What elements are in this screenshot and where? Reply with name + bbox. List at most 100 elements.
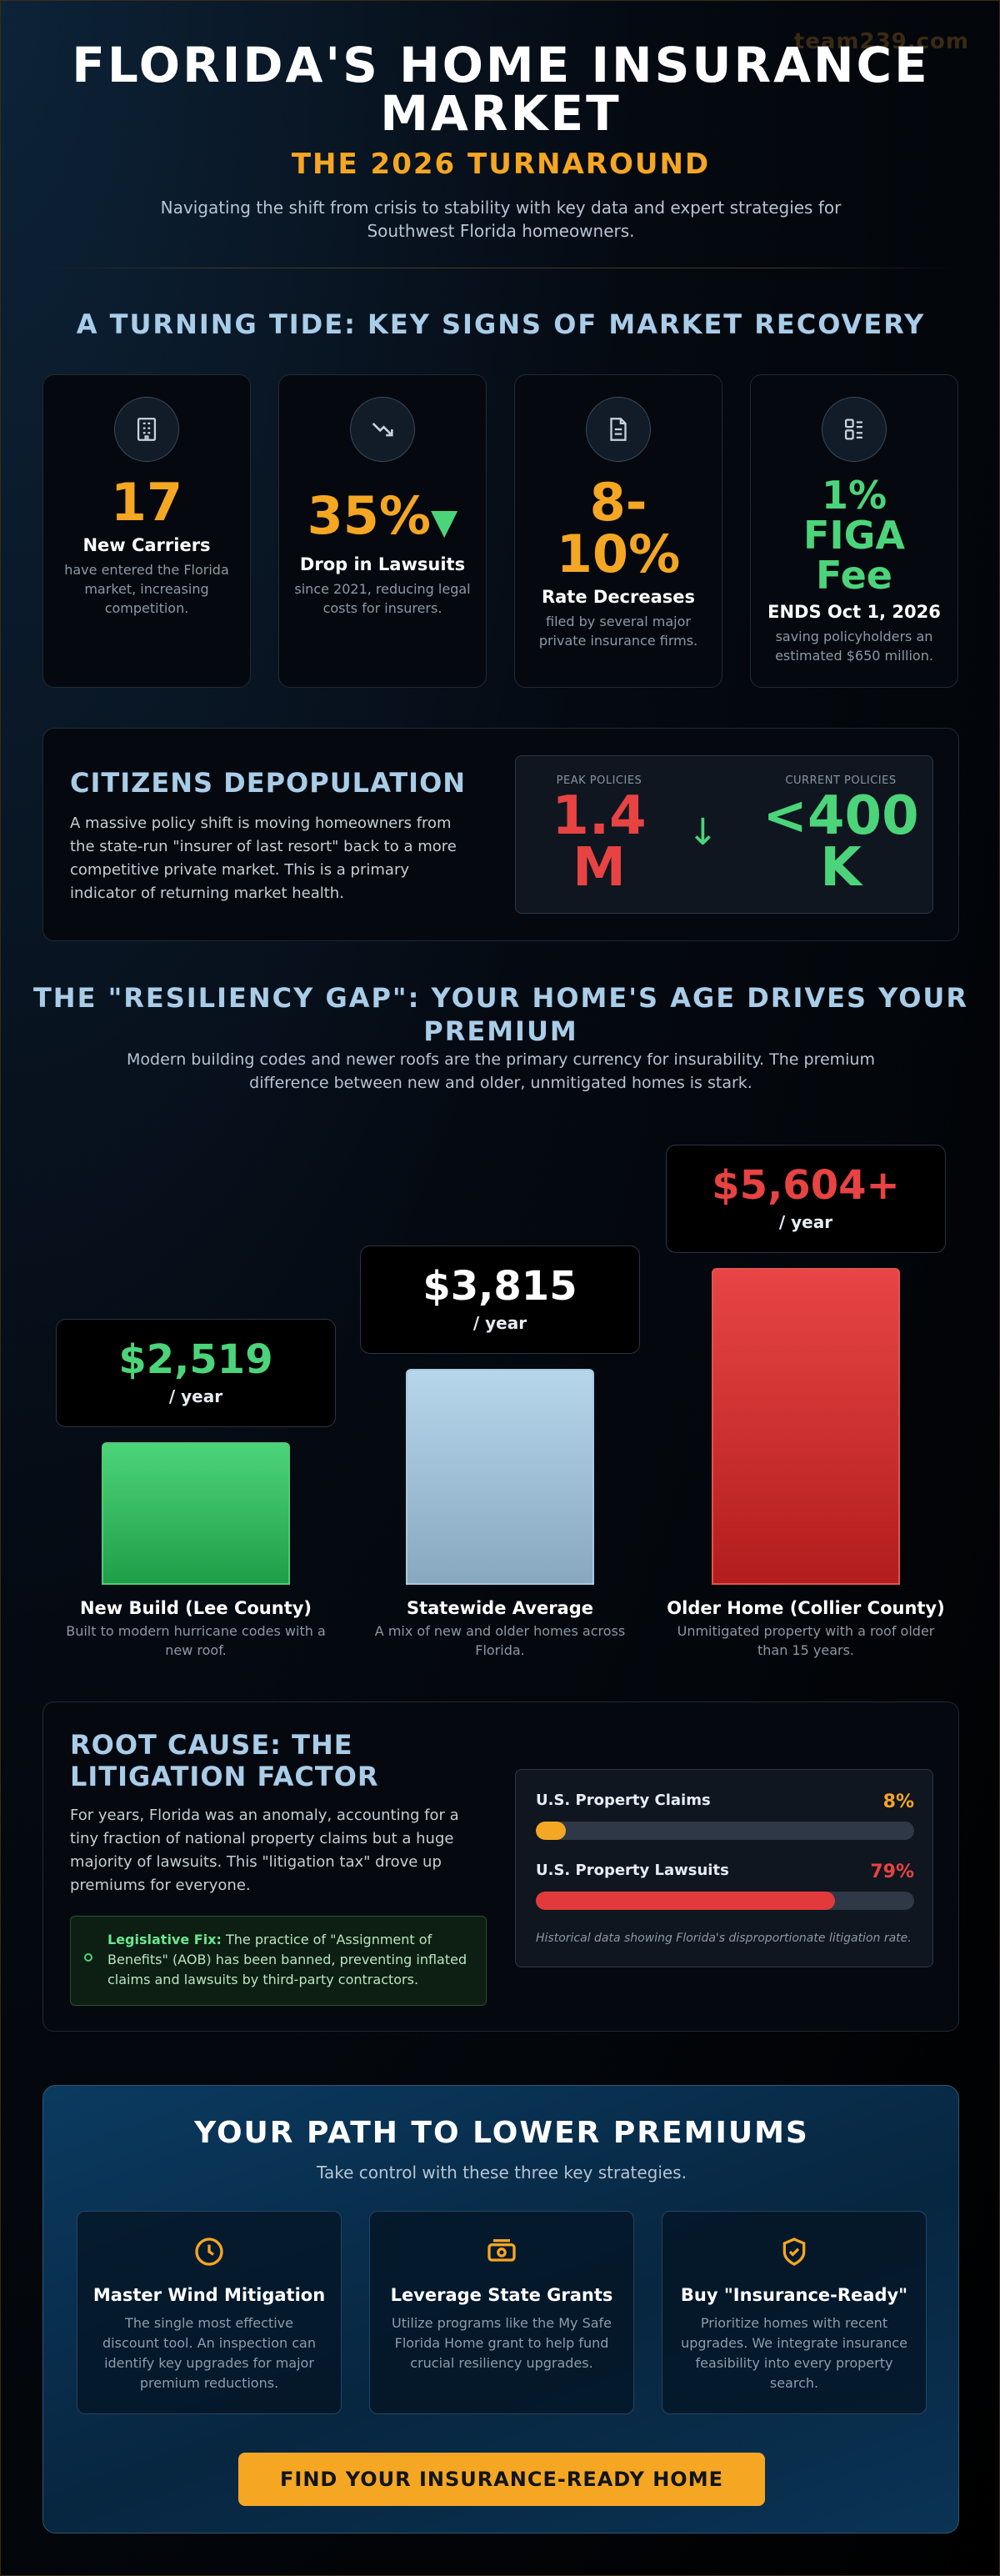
root-cause-text: For years, Florida was an anomaly, accou… — [70, 1807, 459, 1894]
premium-label-box-new-build: $2,519 / year — [56, 1319, 336, 1427]
premium-bar-name: Statewide Average — [406, 1598, 594, 1618]
current-policies-value: <400 K — [758, 785, 924, 899]
peak-policies: PEAK POLICIES 1.4 M — [524, 774, 674, 899]
path-title: YOUR PATH TO LOWER PREMIUMS — [194, 2116, 809, 2150]
strategy-card-state-grants: Leverage State Grants Utilize programs l… — [369, 2211, 634, 2414]
strategy-name: Leverage State Grants — [390, 2285, 613, 2305]
resiliency-heading-line1: THE "RESILIENCY GAP": YOUR HOME'S AGE DR… — [32, 982, 969, 1014]
litigation-comparison-panel: U.S. Property Claims 8% U.S. Property La… — [515, 1769, 933, 1967]
path-to-lower-premiums: YOUR PATH TO LOWER PREMIUMS Take control… — [42, 2085, 959, 2533]
resiliency-heading: THE "RESILIENCY GAP": YOUR HOME'S AGE DR… — [1, 981, 1000, 1048]
grid-icon — [822, 397, 887, 462]
page-title-line2: MARKET — [380, 85, 622, 142]
meter-track — [536, 1892, 914, 1910]
premium-bar-new-build — [102, 1442, 290, 1585]
meter-property-lawsuits: U.S. Property Lawsuits 79% — [536, 1862, 914, 1910]
stat-value-line1: 1% — [821, 473, 888, 518]
premium-unit: / year — [168, 1386, 223, 1406]
citizens-depopulation-card: CITIZENS DEPOPULATION A massive policy s… — [42, 728, 959, 941]
page-intro: Navigating the shift from crisis to stab… — [160, 198, 842, 241]
strategy-name: Master Wind Mitigation — [92, 2285, 326, 2305]
premium-bar-desc: Unmitigated property with a roof older t… — [677, 1623, 935, 1658]
litigation-note: Historical data showing Florida's dispro… — [536, 1932, 912, 1945]
root-cause-title-line1: ROOT CAUSE: THE — [70, 1729, 353, 1761]
premium-bar-desc: Built to modern hurricane codes with a n… — [66, 1623, 326, 1658]
path-subtitle: Take control with these three key strate… — [317, 2163, 687, 2183]
root-cause-card: ROOT CAUSE: THE LITIGATION FACTOR For ye… — [42, 1701, 959, 2032]
money-icon — [482, 2232, 522, 2272]
stat-value: 35%▼ — [279, 490, 486, 548]
page-title-line1: FLORIDA'S HOME INSURANCE — [72, 37, 930, 93]
stat-desc: since 2021, reducing legal costs for ins… — [294, 581, 471, 616]
premium-bar-name: New Build (Lee County) — [79, 1598, 312, 1618]
stat-desc: saving policyholders an estimated $650 m… — [775, 629, 933, 664]
clock-icon — [189, 2232, 229, 2272]
meter-percent: 8% — [882, 1792, 914, 1812]
stat-value: 1% FIGA Fee — [751, 475, 958, 595]
stat-card-new-carriers: 17 New Carriers have entered the Florida… — [42, 374, 251, 688]
stat-label: ENDS Oct 1, 2026 — [768, 602, 941, 622]
legislative-fix-text: Legislative Fix: The practice of "Assign… — [108, 1930, 474, 1990]
premium-bar-older-home — [712, 1268, 900, 1585]
stat-label: New Carriers — [82, 535, 211, 555]
strategy-desc: Prioritize homes with recent upgrades. W… — [681, 2315, 908, 2391]
meter-name: U.S. Property Claims — [536, 1792, 711, 1809]
legislative-fix-callout: Legislative Fix: The practice of "Assign… — [70, 1916, 487, 2006]
strategy-name: Buy "Insurance-Ready" — [680, 2285, 908, 2305]
peak-policies-value: 1.4 M — [524, 785, 674, 899]
strategy-card-wind-mitigation: Master Wind Mitigation The single most e… — [77, 2211, 342, 2414]
trending-down-icon — [350, 397, 415, 462]
stat-value: 8- 10% — [515, 477, 722, 580]
resiliency-intro: Modern building codes and newer roofs ar… — [126, 1050, 875, 1092]
meter-fill — [536, 1892, 835, 1910]
resiliency-heading-line2: PREMIUM — [423, 1015, 578, 1047]
shield-check-icon — [774, 2232, 814, 2272]
premium-bar-desc: A mix of new and older homes across Flor… — [374, 1623, 626, 1658]
stat-card-figa-fee: 1% FIGA Fee ENDS Oct 1, 2026 saving poli… — [750, 374, 958, 688]
root-cause-title-line2: LITIGATION FACTOR — [70, 1761, 379, 1792]
root-cause-title: ROOT CAUSE: THE LITIGATION FACTOR — [70, 1729, 420, 1792]
meter-track — [536, 1822, 914, 1840]
premium-price: $5,604+ — [712, 1162, 900, 1209]
building-icon — [114, 397, 179, 462]
stat-card-rate-decreases: 8- 10% Rate Decreases filed by several m… — [514, 374, 722, 688]
current-policies: CURRENT POLICIES <400 K — [758, 774, 924, 899]
peak-policies-label: PEAK POLICIES — [556, 774, 642, 787]
document-icon — [586, 397, 651, 462]
down-triangle-icon: ▼ — [431, 501, 458, 542]
stat-value: 17 — [110, 472, 183, 533]
stat-desc: have entered the Florida market, increas… — [64, 562, 229, 616]
arrow-down-icon: ↓ — [688, 811, 718, 854]
strategy-desc: The single most effective discount tool.… — [102, 2315, 316, 2391]
premium-label-box-older-home: $5,604+ / year — [666, 1145, 946, 1253]
stat-value-line3: Fee — [816, 553, 892, 598]
strategy-card-insurance-ready: Buy "Insurance-Ready" Prioritize homes w… — [662, 2211, 927, 2414]
recovery-heading: A TURNING TIDE: KEY SIGNS OF MARKET RECO… — [76, 308, 926, 340]
premium-price: $3,815 — [422, 1263, 578, 1310]
premium-label-box-statewide: $3,815 / year — [360, 1245, 640, 1354]
stat-value-line1: 8- — [589, 472, 648, 533]
legislative-fix-body: The practice of "Assignment of Benefits"… — [108, 1932, 468, 1987]
stat-label: Drop in Lawsuits — [299, 554, 466, 574]
peak-policies-value-line2: M — [572, 837, 626, 899]
info-dot-icon — [84, 1953, 92, 1962]
premium-price: $2,519 — [118, 1336, 273, 1383]
page-subtitle: THE 2026 TURNAROUND — [291, 148, 711, 181]
meter-property-claims: U.S. Property Claims 8% — [536, 1792, 914, 1840]
current-policies-value-line1: <400 — [762, 785, 919, 847]
meter-percent: 79% — [870, 1862, 914, 1882]
current-policies-value-line2: K — [820, 837, 862, 899]
find-insurance-ready-home-button[interactable]: FIND YOUR INSURANCE-READY HOME — [238, 2453, 765, 2506]
legislative-fix-label: Legislative Fix: — [108, 1932, 222, 1947]
stat-value-line2: 10% — [556, 524, 681, 584]
page-title: FLORIDA'S HOME INSURANCE MARKET — [34, 41, 968, 138]
current-policies-label: CURRENT POLICIES — [785, 774, 897, 787]
peak-policies-value-line1: 1.4 — [552, 785, 647, 847]
stat-value-line2: FIGA — [803, 513, 905, 558]
premium-bar-name: Older Home (Collier County) — [667, 1598, 945, 1618]
stat-value-number: 35% — [307, 485, 432, 546]
premium-unit: / year — [778, 1212, 833, 1232]
stat-label: Rate Decreases — [541, 587, 696, 607]
premium-bar-statewide — [406, 1369, 594, 1585]
